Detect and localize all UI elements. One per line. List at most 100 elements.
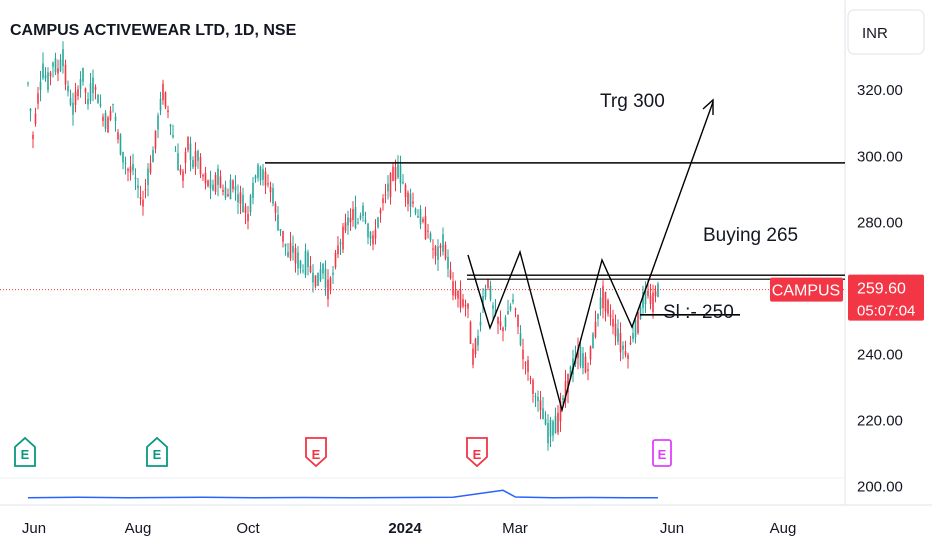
candle-body <box>152 150 154 163</box>
candle-body <box>452 281 454 296</box>
candle-body <box>122 152 124 163</box>
candle-body <box>334 252 337 268</box>
candle-body <box>99 104 102 107</box>
candle-body <box>349 217 352 223</box>
time-tick-label: Aug <box>770 520 797 537</box>
candle-body <box>267 183 269 185</box>
candle-body <box>217 168 219 185</box>
candle-body <box>284 243 287 247</box>
candle-body <box>579 347 582 366</box>
candle-body <box>412 201 414 204</box>
candle-body <box>629 342 632 345</box>
candle-body <box>64 64 67 85</box>
candle-body <box>29 108 32 112</box>
candle-body <box>114 116 117 121</box>
candle-body <box>407 192 409 205</box>
candle-body <box>84 88 87 93</box>
candle-body <box>302 270 304 272</box>
candle-body <box>487 279 489 288</box>
candle-body <box>144 189 147 191</box>
candle-body <box>239 192 242 204</box>
candle-body <box>482 295 484 307</box>
candle-body <box>602 285 604 309</box>
candle-body <box>454 290 457 297</box>
candle-body <box>47 72 49 91</box>
candle-body <box>227 194 229 197</box>
candle-body <box>374 229 377 239</box>
candle-body <box>197 150 199 161</box>
candle-body <box>642 291 644 308</box>
candle-body <box>557 412 559 433</box>
candle-body <box>507 311 509 315</box>
currency-label: INR <box>862 25 888 42</box>
candle-body <box>177 153 179 171</box>
candle-body <box>504 317 507 327</box>
candle-body <box>619 333 622 353</box>
candle-body <box>37 93 39 104</box>
candle-body <box>497 317 499 324</box>
candle-body <box>49 72 52 77</box>
candle-body <box>179 168 182 173</box>
candle-body <box>344 222 347 231</box>
candle-body <box>182 171 184 181</box>
candle-body <box>364 219 367 223</box>
candle-body <box>384 194 387 196</box>
candle-body <box>142 199 144 207</box>
currency-button[interactable]: INR <box>847 9 925 55</box>
candle-body <box>537 397 539 402</box>
last-price-value: 259.60 <box>857 281 906 298</box>
earnings-marker[interactable]: E <box>652 439 672 467</box>
candle-body <box>512 299 514 303</box>
earnings-marker[interactable]: E <box>146 436 168 467</box>
candle-body <box>137 185 139 189</box>
candle-body <box>492 305 494 309</box>
candle-body <box>324 268 327 288</box>
earnings-marker-label: E <box>473 447 482 462</box>
candle-body <box>337 245 339 255</box>
time-tick-label: Jun <box>660 520 684 537</box>
candle-body <box>464 305 467 307</box>
candle-body <box>597 313 599 319</box>
time-tick-label: Aug <box>125 520 152 537</box>
candle-body <box>104 112 107 129</box>
candle-body <box>134 177 137 180</box>
candle-body <box>79 79 82 90</box>
price-tick-label: 320.00 <box>857 82 903 99</box>
candle-body <box>254 175 257 179</box>
candle-body <box>547 423 549 444</box>
candle-body <box>447 256 449 270</box>
candle-body <box>44 74 47 79</box>
candle-body <box>552 421 554 436</box>
candle-body <box>174 150 177 152</box>
candle-body <box>627 354 629 359</box>
candle-body <box>647 290 649 296</box>
candle-body <box>272 188 274 204</box>
earnings-marker[interactable]: E <box>14 436 36 467</box>
earnings-marker-box <box>652 439 672 467</box>
candle-body <box>432 248 434 250</box>
earnings-marker[interactable]: E <box>466 437 488 468</box>
candle-body <box>397 164 399 178</box>
candle-body <box>69 98 72 105</box>
candle-body <box>604 292 607 312</box>
candle-body <box>542 408 544 420</box>
candle-body <box>362 205 364 217</box>
candle-body <box>59 59 62 72</box>
last-price-badge <box>848 274 924 321</box>
candle-body <box>402 181 404 184</box>
candle-body <box>534 395 537 398</box>
candle-body <box>52 62 54 67</box>
candle-body <box>394 167 397 181</box>
candle-body <box>617 328 619 342</box>
earnings-marker[interactable]: E <box>305 437 327 468</box>
candle-body <box>339 242 342 245</box>
candle-body <box>622 345 624 350</box>
candle-body <box>419 209 422 225</box>
candle-body <box>27 82 29 84</box>
target-arrow-shaft <box>654 101 714 264</box>
candle-body <box>102 116 104 121</box>
candle-body <box>359 215 362 219</box>
candle-body <box>57 68 59 74</box>
candle-body <box>277 214 279 231</box>
